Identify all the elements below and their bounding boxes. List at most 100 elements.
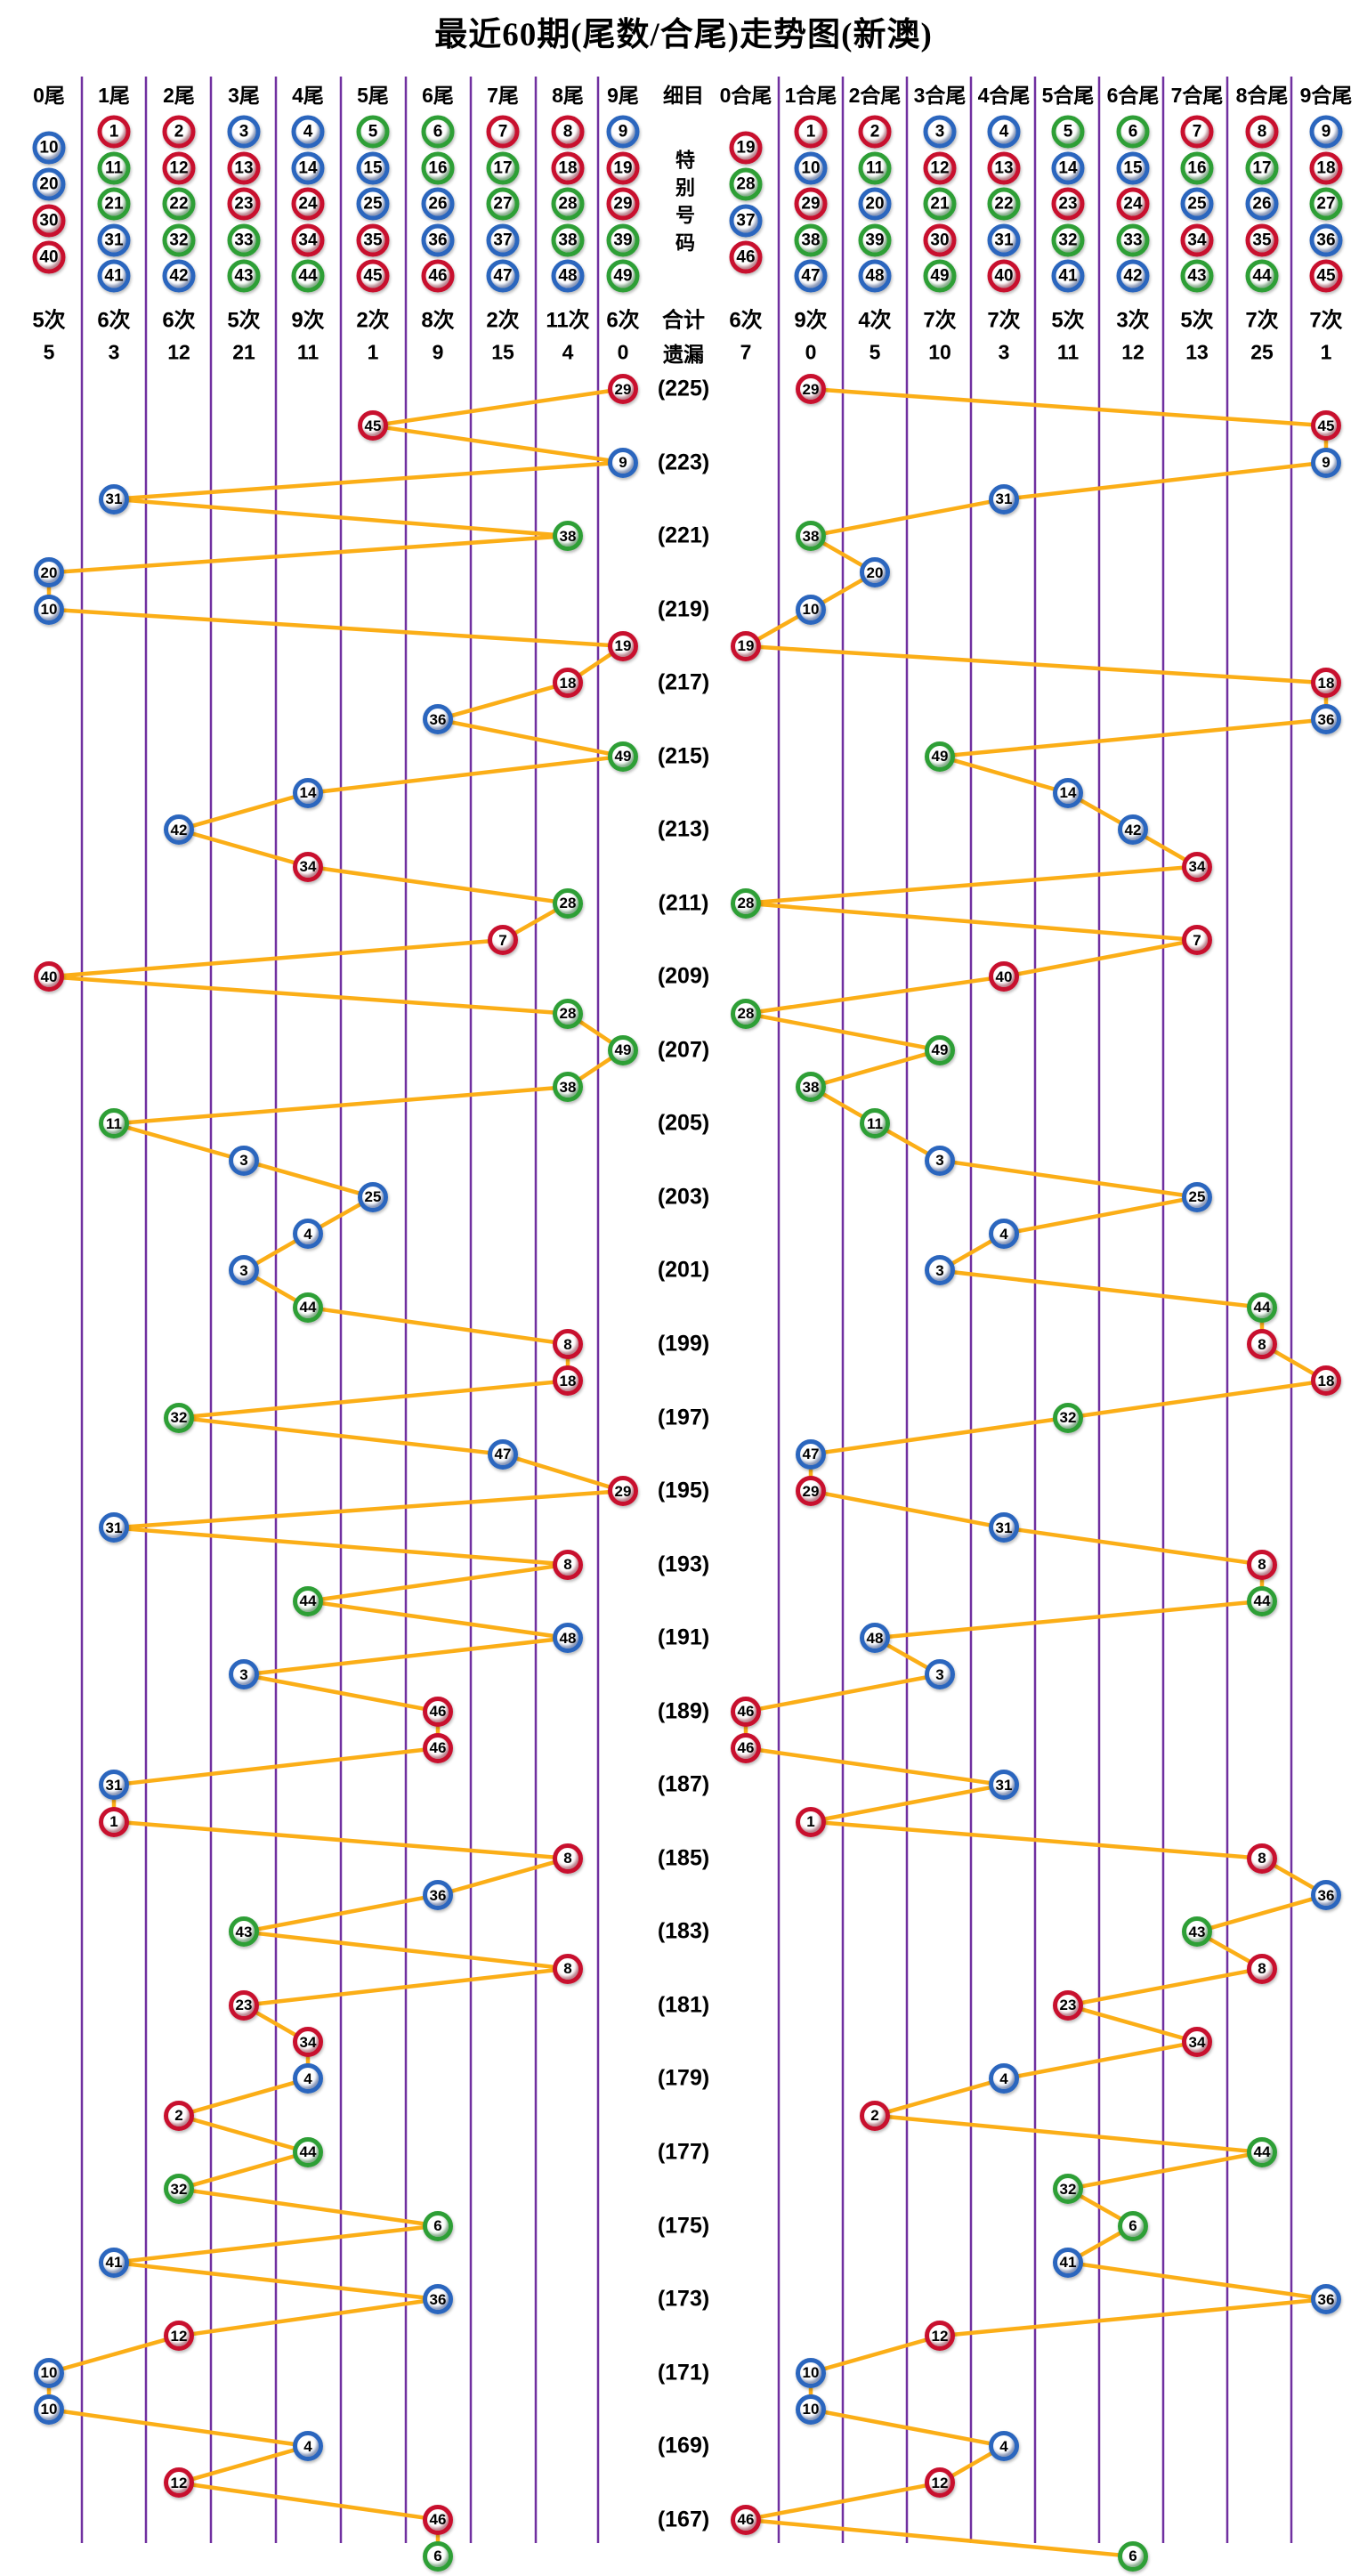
period-label: (191) xyxy=(657,1624,710,1650)
period-label: (217) xyxy=(657,669,710,695)
chart-ball-tail: 12 xyxy=(164,2467,194,2499)
column-miss: 11 xyxy=(1056,340,1080,364)
period-label: (205) xyxy=(657,1110,710,1136)
header-ball: 22 xyxy=(987,187,1021,221)
column-miss: 4 xyxy=(562,340,574,364)
column-count: 7次 xyxy=(987,308,1021,333)
chart-ball-tail: 41 xyxy=(99,2247,129,2278)
period-label: (177) xyxy=(657,2139,710,2165)
period-label: (195) xyxy=(657,1478,710,1503)
chart-ball-sumtail: 38 xyxy=(796,521,826,552)
header-ball: 49 xyxy=(923,259,957,293)
chart-ball-sumtail: 2 xyxy=(860,2100,890,2131)
chart-ball-sumtail: 29 xyxy=(796,1476,826,1507)
chart-ball-sumtail: 47 xyxy=(796,1438,826,1470)
header-ball: 7 xyxy=(1180,115,1214,149)
header-ball: 39 xyxy=(858,223,892,257)
column-miss: 12 xyxy=(167,340,190,364)
header-ball: 49 xyxy=(606,259,640,293)
column-header-right-9: 9合尾 xyxy=(1299,84,1353,107)
header-ball: 16 xyxy=(421,151,455,185)
chart-ball-sumtail: 6 xyxy=(1118,2540,1148,2572)
header-ball: 29 xyxy=(606,187,640,221)
chart-ball-tail: 10 xyxy=(34,594,64,625)
chart-ball-tail: 4 xyxy=(293,2063,323,2094)
chart-ball-tail: 18 xyxy=(553,1365,583,1397)
header-ball: 46 xyxy=(421,259,455,293)
chart-ball-tail: 43 xyxy=(229,1916,259,1948)
column-miss: 12 xyxy=(1121,340,1145,364)
chart-ball-sumtail: 41 xyxy=(1053,2247,1083,2278)
chart-ball-sumtail: 12 xyxy=(925,2321,955,2352)
header-ball: 48 xyxy=(551,259,585,293)
header-ball: 31 xyxy=(97,223,131,257)
column-header-left-1: 1尾 xyxy=(98,84,130,107)
column-miss: 13 xyxy=(1185,340,1209,364)
header-ball: 25 xyxy=(1180,187,1214,221)
chart-ball-sumtail: 14 xyxy=(1053,777,1083,808)
chart-ball-sumtail: 31 xyxy=(989,1770,1019,1801)
chart-ball-sumtail: 10 xyxy=(796,594,826,625)
chart-ball-sumtail: 44 xyxy=(1247,1292,1277,1323)
period-label: (181) xyxy=(657,1992,710,2018)
header-ball: 40 xyxy=(32,240,66,274)
chart-ball-sumtail: 4 xyxy=(989,1219,1019,1250)
total-label: 合计 xyxy=(662,308,705,333)
period-label: (175) xyxy=(657,2213,710,2238)
chart-ball-tail: 36 xyxy=(423,1880,453,1911)
chart-ball-sumtail: 4 xyxy=(989,2431,1019,2462)
chart-ball-tail: 8 xyxy=(553,1329,583,1360)
header-ball: 38 xyxy=(551,223,585,257)
chart-ball-sumtail: 36 xyxy=(1311,704,1341,735)
chart-ball-sumtail: 7 xyxy=(1182,925,1212,956)
column-miss: 5 xyxy=(43,340,55,364)
chart-ball-tail: 14 xyxy=(293,777,323,808)
chart-ball-tail: 10 xyxy=(34,2357,64,2388)
period-label: (171) xyxy=(657,2360,710,2386)
column-header-right-4: 4合尾 xyxy=(977,84,1031,107)
column-miss: 0 xyxy=(805,340,817,364)
header-ball: 44 xyxy=(291,259,325,293)
chart-ball-sumtail: 32 xyxy=(1053,1402,1083,1433)
header-ball: 8 xyxy=(551,115,585,149)
chart-ball-tail: 29 xyxy=(608,374,638,404)
chart-ball-sumtail: 3 xyxy=(925,1145,955,1176)
column-count: 7次 xyxy=(923,308,957,333)
chart-ball-tail: 6 xyxy=(423,2210,453,2241)
chart-ball-tail: 44 xyxy=(293,2136,323,2167)
chart-ball-tail: 25 xyxy=(358,1181,388,1212)
column-header-left-2: 2尾 xyxy=(163,84,195,107)
period-label: (179) xyxy=(657,2065,710,2091)
chart-ball-tail: 47 xyxy=(488,1438,518,1470)
period-label: (225) xyxy=(657,376,710,401)
column-miss: 0 xyxy=(617,340,629,364)
header-ball: 19 xyxy=(729,131,763,165)
header-ball: 28 xyxy=(551,187,585,221)
chart-ball-tail: 6 xyxy=(423,2540,453,2572)
column-miss: 1 xyxy=(1320,340,1332,364)
chart-ball-sumtail: 6 xyxy=(1118,2210,1148,2241)
chart-ball-sumtail: 23 xyxy=(1053,1989,1083,2021)
header-ball: 13 xyxy=(987,151,1021,185)
chart-ball-sumtail: 34 xyxy=(1182,2027,1212,2058)
column-header-right-5: 5合尾 xyxy=(1041,84,1095,107)
header-ball: 4 xyxy=(987,115,1021,149)
header-ball: 26 xyxy=(1245,187,1279,221)
chart-ball-sumtail: 25 xyxy=(1182,1181,1212,1212)
header-ball: 42 xyxy=(162,259,196,293)
left-trend-line xyxy=(46,386,626,2559)
column-count: 3次 xyxy=(1116,308,1150,333)
chart-ball-tail: 3 xyxy=(229,1255,259,1286)
header-ball: 1 xyxy=(97,115,131,149)
chart-ball-sumtail: 3 xyxy=(925,1255,955,1286)
period-label: (197) xyxy=(657,1405,710,1430)
period-label: (215) xyxy=(657,743,710,769)
column-header-right-0: 0合尾 xyxy=(719,84,772,107)
special-number-label: 特别号码 xyxy=(673,150,695,260)
header-ball: 39 xyxy=(606,223,640,257)
chart-ball-tail: 3 xyxy=(229,1145,259,1176)
period-label: (173) xyxy=(657,2286,710,2312)
page-title: 最近60期(尾数/合尾)走势图(新澳) xyxy=(434,17,933,53)
column-count: 2次 xyxy=(356,308,390,333)
chart-ball-tail: 46 xyxy=(423,1732,453,1763)
